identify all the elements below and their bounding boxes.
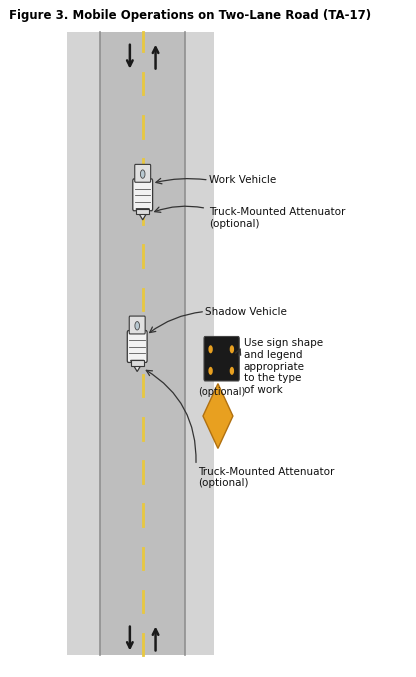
Text: Shadow Vehicle: Shadow Vehicle — [205, 307, 287, 317]
Text: Figure 3. Mobile Operations on Two-Lane Road (TA-17): Figure 3. Mobile Operations on Two-Lane … — [9, 9, 371, 22]
Polygon shape — [136, 209, 149, 220]
Bar — [131, 360, 144, 366]
Circle shape — [208, 367, 213, 375]
FancyBboxPatch shape — [204, 336, 239, 381]
Circle shape — [230, 367, 234, 375]
FancyBboxPatch shape — [127, 330, 147, 362]
FancyBboxPatch shape — [133, 179, 153, 211]
Text: Truck-Mounted Attenuator
(optional): Truck-Mounted Attenuator (optional) — [209, 207, 345, 229]
Text: Truck-Mounted Attenuator
(optional): Truck-Mounted Attenuator (optional) — [198, 466, 334, 488]
Circle shape — [208, 345, 213, 353]
Circle shape — [141, 170, 145, 178]
Text: (optional): (optional) — [198, 387, 245, 397]
FancyBboxPatch shape — [135, 165, 151, 182]
Circle shape — [230, 345, 234, 353]
Polygon shape — [203, 384, 233, 448]
Polygon shape — [131, 360, 144, 372]
Circle shape — [135, 322, 139, 330]
Text: Work Vehicle: Work Vehicle — [209, 175, 276, 185]
Polygon shape — [101, 32, 185, 655]
FancyBboxPatch shape — [129, 316, 145, 334]
Polygon shape — [185, 32, 214, 655]
Bar — [136, 209, 149, 215]
Text: Use sign shape
and legend
appropriate
to the type
of work: Use sign shape and legend appropriate to… — [244, 338, 323, 395]
Polygon shape — [67, 32, 101, 655]
